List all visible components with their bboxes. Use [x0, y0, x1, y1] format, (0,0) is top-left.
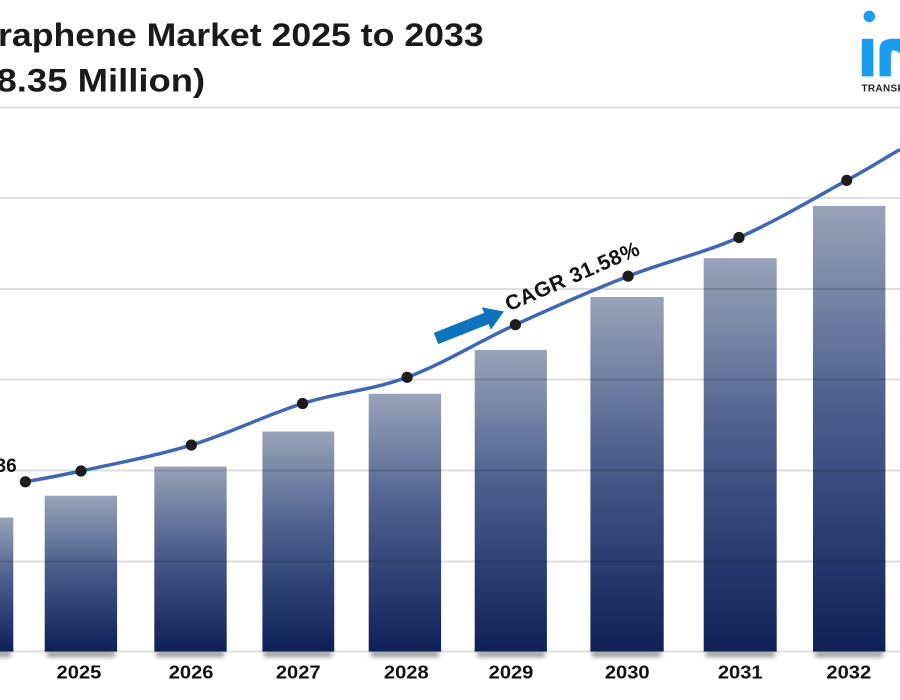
- svg-text:8.35 Million): 8.35 Million): [0, 64, 205, 99]
- svg-text:2027: 2027: [276, 663, 321, 683]
- svg-text:2030: 2030: [605, 663, 650, 683]
- svg-text:2028: 2028: [384, 663, 429, 683]
- svg-text:2032: 2032: [826, 663, 871, 683]
- svg-text:raphene Market 2025 to 2033: raphene Market 2025 to 2033: [0, 18, 484, 54]
- svg-text:2031: 2031: [718, 663, 763, 683]
- svg-text:TRANSFORMIN: TRANSFORMIN: [862, 83, 900, 94]
- svg-text:36: 36: [0, 456, 17, 477]
- svg-text:2025: 2025: [57, 663, 102, 683]
- svg-text:2026: 2026: [169, 663, 214, 683]
- svg-text:2029: 2029: [489, 663, 534, 683]
